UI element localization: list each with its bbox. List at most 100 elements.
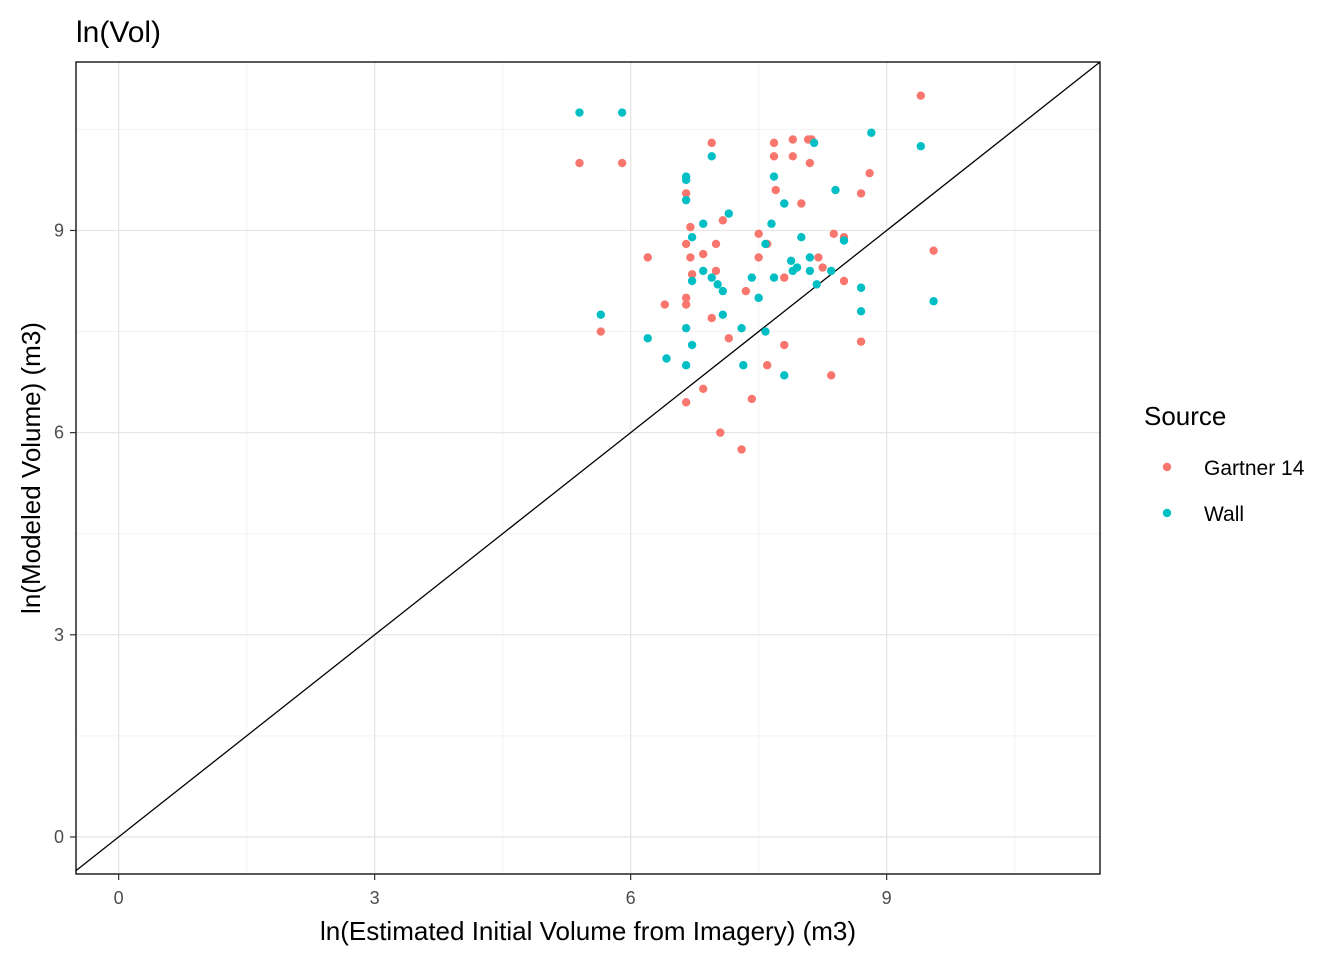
- point-wall: [769, 273, 779, 282]
- point-gartner-14: [596, 327, 605, 336]
- y-tick-label: 6: [54, 423, 64, 443]
- point-wall: [718, 310, 728, 319]
- point-gartner-14: [681, 398, 691, 407]
- point-wall: [681, 175, 691, 185]
- point-wall: [681, 323, 691, 333]
- legend: Source Gartner 14 Wall: [1144, 401, 1305, 526]
- point-gartner-14: [827, 371, 836, 380]
- point-wall: [739, 361, 748, 370]
- legend-label-wall: Wall: [1204, 503, 1244, 526]
- point-gartner-14: [681, 300, 691, 309]
- point-wall: [867, 128, 876, 137]
- point-wall: [761, 327, 770, 336]
- x-tick-label: 6: [626, 888, 636, 908]
- point-wall: [687, 340, 697, 350]
- y-axis-ticks: 0 3 6 9: [54, 220, 76, 847]
- point-gartner-14: [769, 138, 779, 148]
- point-wall: [596, 310, 605, 319]
- point-gartner-14: [829, 229, 838, 239]
- point-gartner-14: [818, 263, 827, 272]
- point-gartner-14: [724, 334, 733, 343]
- reference-line-y-equals-x: [75, 61, 1101, 872]
- reference-line-group: [75, 61, 1101, 872]
- point-wall: [809, 138, 819, 148]
- point-gartner-14: [916, 91, 925, 100]
- point-wall: [724, 209, 733, 218]
- point-gartner-14: [716, 428, 725, 437]
- point-gartner-14: [769, 152, 779, 161]
- point-wall: [797, 233, 806, 242]
- point-gartner-14: [707, 313, 716, 323]
- point-gartner-14: [699, 384, 708, 394]
- y-tick-label: 3: [54, 625, 64, 645]
- point-gartner-14: [805, 158, 815, 168]
- point-gartner-14: [699, 249, 708, 259]
- point-gartner-14: [643, 253, 652, 262]
- point-gartner-14: [718, 216, 728, 225]
- data-points: [575, 91, 938, 454]
- x-tick-label: 0: [114, 888, 124, 908]
- point-wall: [718, 286, 728, 296]
- point-gartner-14: [747, 394, 757, 404]
- point-gartner-14: [780, 340, 789, 350]
- point-gartner-14: [575, 158, 584, 168]
- point-gartner-14: [681, 239, 691, 249]
- point-wall: [856, 283, 866, 292]
- point-gartner-14: [711, 239, 721, 249]
- point-wall: [681, 195, 691, 205]
- y-axis-title: ln(Modeled Volume) (m3): [16, 322, 46, 614]
- point-wall: [831, 185, 840, 195]
- point-wall: [856, 307, 866, 316]
- point-wall: [643, 334, 652, 343]
- chart-title: ln(Vol): [76, 16, 161, 49]
- point-gartner-14: [788, 152, 797, 161]
- point-wall: [575, 108, 584, 117]
- legend-title: Source: [1144, 401, 1226, 431]
- legend-label-gartner: Gartner 14: [1204, 457, 1305, 480]
- point-gartner-14: [780, 273, 789, 282]
- point-wall: [786, 256, 796, 265]
- x-axis-ticks: 0 3 6 9: [114, 874, 892, 908]
- point-wall: [617, 108, 627, 117]
- y-tick-label: 0: [54, 827, 64, 847]
- point-gartner-14: [707, 138, 716, 148]
- point-wall: [761, 239, 770, 249]
- point-gartner-14: [865, 168, 874, 178]
- point-wall: [792, 263, 802, 272]
- point-wall: [780, 371, 789, 380]
- point-gartner-14: [839, 276, 849, 286]
- point-gartner-14: [797, 199, 806, 208]
- point-gartner-14: [686, 253, 695, 262]
- legend-swatch-wall: [1162, 508, 1172, 518]
- point-wall: [805, 253, 815, 262]
- point-wall: [747, 273, 757, 282]
- point-wall: [754, 293, 763, 303]
- point-gartner-14: [929, 246, 938, 255]
- point-wall: [699, 266, 708, 276]
- point-gartner-14: [687, 270, 697, 279]
- point-wall: [805, 266, 815, 276]
- point-wall: [812, 280, 821, 289]
- x-axis-title: ln(Estimated Initial Volume from Imagery…: [320, 916, 856, 946]
- x-tick-label: 9: [882, 888, 892, 908]
- y-tick-label: 9: [54, 220, 64, 240]
- plot-border: [75, 61, 1101, 875]
- point-wall: [662, 354, 671, 363]
- point-wall: [780, 199, 789, 208]
- point-wall: [916, 142, 925, 151]
- point-gartner-14: [617, 158, 627, 168]
- point-gartner-14: [681, 293, 691, 303]
- point-wall: [839, 236, 849, 245]
- point-wall: [769, 172, 779, 181]
- point-wall: [681, 361, 691, 370]
- point-gartner-14: [754, 253, 763, 262]
- point-wall: [827, 266, 836, 276]
- x-tick-label: 3: [370, 888, 380, 908]
- legend-swatch-gartner: [1162, 462, 1172, 472]
- point-gartner-14: [763, 361, 772, 370]
- point-gartner-14: [681, 189, 691, 198]
- point-gartner-14: [660, 300, 669, 309]
- point-gartner-14: [856, 189, 866, 198]
- point-wall: [699, 219, 708, 228]
